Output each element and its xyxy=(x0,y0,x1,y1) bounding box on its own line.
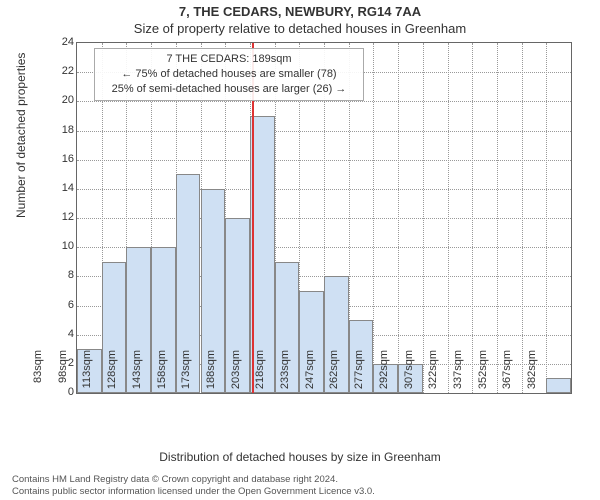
y-tick-label: 18 xyxy=(54,124,74,136)
gridline-v xyxy=(398,43,399,393)
x-tick-label: 382sqm xyxy=(526,350,538,398)
annotation-box: 7 THE CEDARS: 189sqm ← 75% of detached h… xyxy=(94,48,364,101)
x-tick-label: 322sqm xyxy=(427,350,439,398)
gridline-v xyxy=(522,43,523,393)
x-tick-label: 98sqm xyxy=(57,350,69,398)
y-tick-label: 16 xyxy=(54,153,74,165)
x-tick-label: 113sqm xyxy=(81,350,93,398)
y-tick-label: 10 xyxy=(54,240,74,252)
annotation-line2: ← 75% of detached houses are smaller (78… xyxy=(101,67,357,82)
x-tick-label: 352sqm xyxy=(477,350,489,398)
x-tick-label: 247sqm xyxy=(304,350,316,398)
annotation-line3: 25% of semi-detached houses are larger (… xyxy=(101,82,357,97)
x-tick-label: 337sqm xyxy=(452,350,464,398)
annotation-line1: 7 THE CEDARS: 189sqm xyxy=(101,52,357,67)
x-tick-label: 83sqm xyxy=(32,350,44,398)
y-tick-label: 4 xyxy=(54,328,74,340)
y-axis-label: Number of detached properties xyxy=(14,53,28,218)
y-tick-label: 12 xyxy=(54,211,74,223)
x-tick-label: 203sqm xyxy=(230,350,242,398)
x-tick-label: 307sqm xyxy=(403,350,415,398)
chart-title-primary: 7, THE CEDARS, NEWBURY, RG14 7AA xyxy=(0,0,600,19)
x-tick-label: 188sqm xyxy=(205,350,217,398)
footer-line1: Contains HM Land Registry data © Crown c… xyxy=(12,474,600,486)
x-tick-label: 292sqm xyxy=(378,350,390,398)
x-tick-label: 233sqm xyxy=(279,350,291,398)
gridline-v xyxy=(497,43,498,393)
y-tick-label: 6 xyxy=(54,299,74,311)
x-tick-label: 173sqm xyxy=(180,350,192,398)
chart-title-secondary: Size of property relative to detached ho… xyxy=(0,19,600,36)
y-tick-label: 14 xyxy=(54,182,74,194)
y-tick-label: 24 xyxy=(54,36,74,48)
y-tick-label: 8 xyxy=(54,269,74,281)
x-tick-label: 143sqm xyxy=(131,350,143,398)
gridline-v xyxy=(546,43,547,393)
gridline-v xyxy=(472,43,473,393)
footer-line2: Contains public sector information licen… xyxy=(12,486,600,498)
attribution-footer: Contains HM Land Registry data © Crown c… xyxy=(0,474,600,498)
histogram-bar xyxy=(546,378,571,393)
y-tick-label: 20 xyxy=(54,94,74,106)
gridline-v xyxy=(423,43,424,393)
x-tick-label: 158sqm xyxy=(156,350,168,398)
x-tick-label: 128sqm xyxy=(106,350,118,398)
gridline-v xyxy=(448,43,449,393)
x-tick-label: 262sqm xyxy=(328,350,340,398)
x-axis-label: Distribution of detached houses by size … xyxy=(0,450,600,464)
gridline-v xyxy=(373,43,374,393)
y-tick-label: 22 xyxy=(54,65,74,77)
x-tick-label: 277sqm xyxy=(353,350,365,398)
x-tick-label: 218sqm xyxy=(254,350,266,398)
x-tick-label: 367sqm xyxy=(501,350,513,398)
